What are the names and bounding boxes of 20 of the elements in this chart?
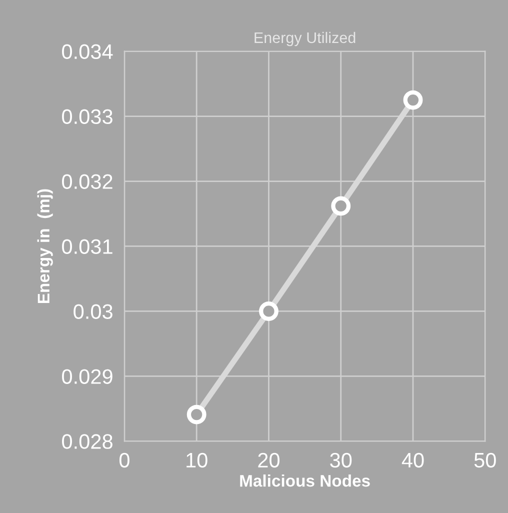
y-tick-label: 0.028 (62, 434, 112, 449)
point (259, 301, 278, 321)
x-tick-label: 50 (474, 452, 496, 468)
x-axis-title: Malicious Nodes (240, 474, 370, 487)
y-tick-label: 0.033 (62, 109, 112, 124)
x-tick-label: 10 (186, 452, 208, 468)
y-tick-label: 0.03 (74, 304, 112, 319)
y-tick-label: 0.032 (62, 174, 112, 190)
x-tick-label: 20 (258, 452, 280, 468)
y-tick-label: 0.031 (62, 239, 112, 254)
y-axis-title: Energy in (mj) (37, 189, 53, 303)
x-tick-label: 0 (119, 452, 130, 468)
y-tick-label: 0.029 (62, 369, 112, 384)
point (403, 90, 423, 110)
point (331, 196, 351, 216)
y-tick-label: 0.034 (62, 44, 113, 60)
point (186, 404, 206, 424)
x-tick-label: 40 (402, 452, 424, 468)
x-tick-label: 30 (330, 452, 352, 468)
chart-title: Energy Utilized (254, 32, 356, 46)
